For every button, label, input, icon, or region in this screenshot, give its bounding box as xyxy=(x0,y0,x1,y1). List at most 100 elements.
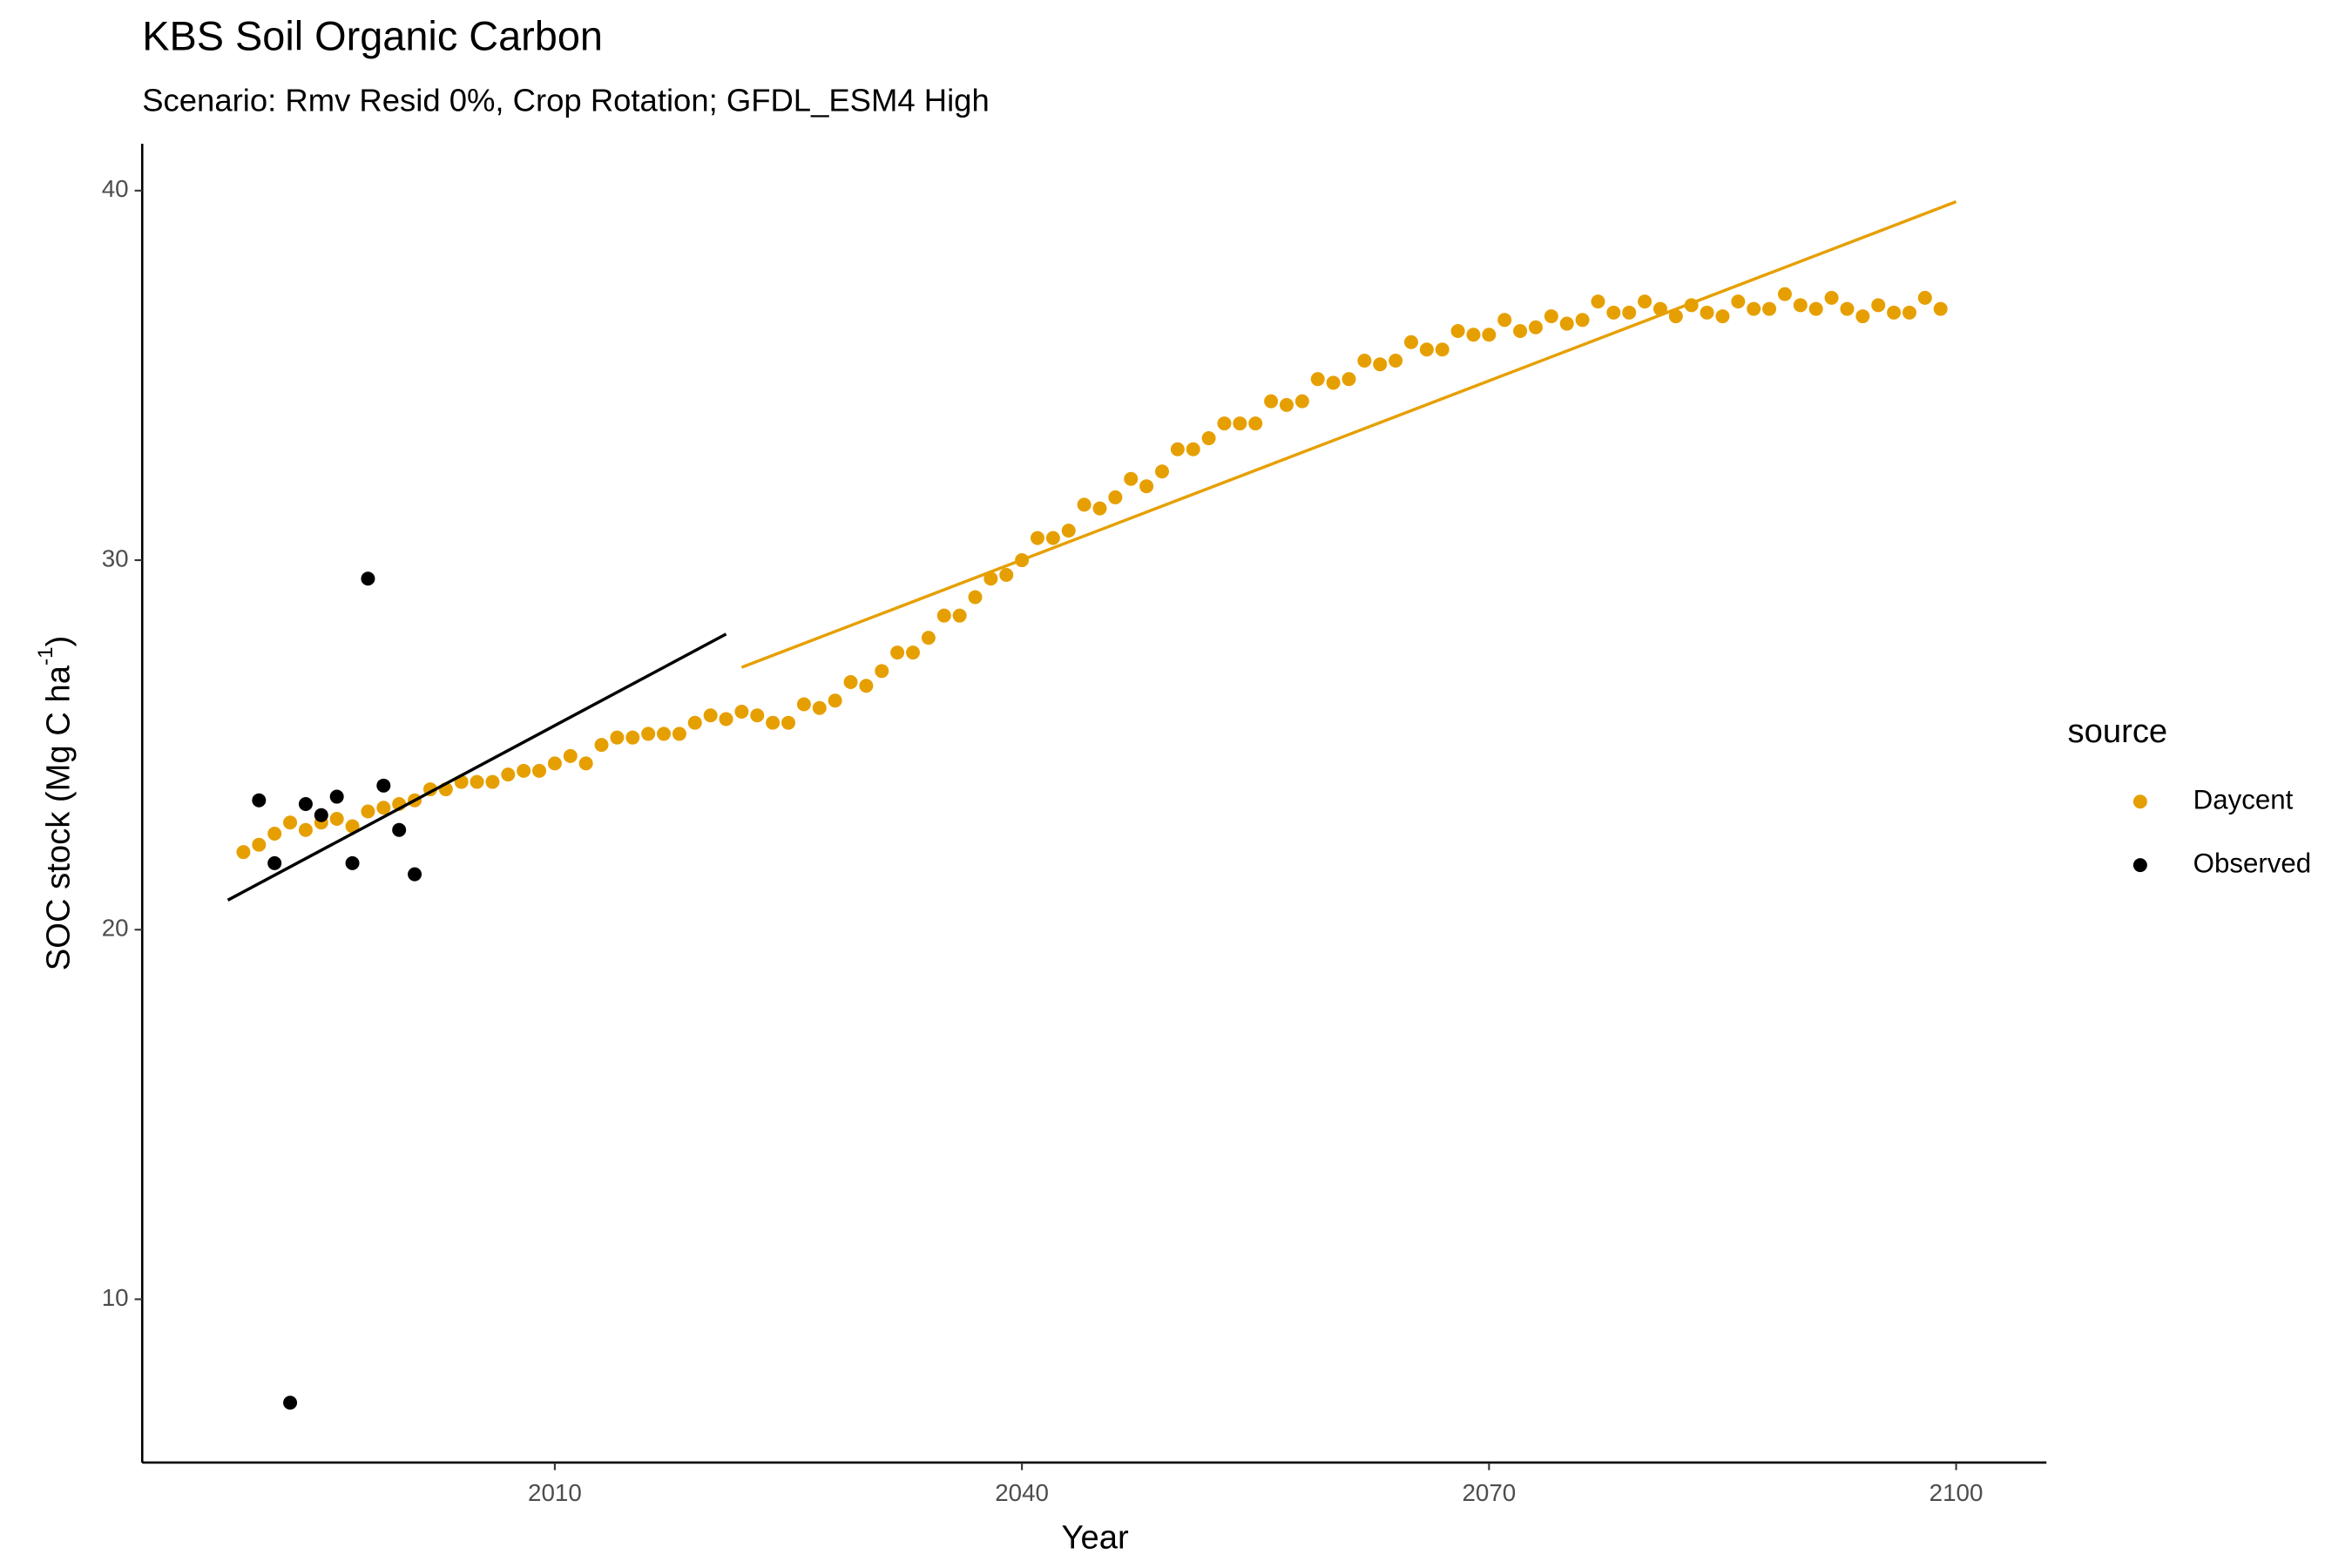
point xyxy=(547,756,562,771)
point xyxy=(1715,309,1730,324)
point xyxy=(1668,309,1683,324)
point xyxy=(1638,294,1652,309)
point xyxy=(1528,320,1543,335)
legend-label: Observed xyxy=(2193,848,2311,878)
x-tick-label: 2070 xyxy=(1462,1479,1516,1506)
point xyxy=(610,730,625,745)
point xyxy=(921,631,936,645)
point xyxy=(1342,372,1356,387)
point xyxy=(952,608,967,623)
point xyxy=(999,568,1014,582)
point xyxy=(1201,431,1216,446)
point xyxy=(781,715,796,730)
point xyxy=(1902,305,1916,320)
point xyxy=(283,815,298,830)
point xyxy=(314,808,328,822)
point xyxy=(392,822,407,837)
point xyxy=(766,715,781,730)
y-axis-title-end: ) xyxy=(40,636,78,647)
point xyxy=(1887,305,1902,320)
point xyxy=(1762,301,1777,316)
chart-title: KBS Soil Organic Carbon xyxy=(142,14,603,59)
point xyxy=(408,867,422,882)
point xyxy=(1731,294,1746,309)
y-tick-label: 20 xyxy=(102,915,129,942)
point xyxy=(687,715,702,730)
point xyxy=(812,700,827,715)
point xyxy=(298,822,313,837)
point xyxy=(532,763,547,778)
point xyxy=(890,645,905,660)
point xyxy=(376,778,391,793)
point xyxy=(1186,442,1200,456)
point xyxy=(1077,497,1092,512)
point xyxy=(703,708,718,723)
y-axis-title-sup: -1 xyxy=(34,646,57,666)
point xyxy=(1403,335,1418,349)
point xyxy=(1389,353,1403,368)
point xyxy=(1559,316,1574,331)
point xyxy=(828,693,842,708)
point xyxy=(563,748,578,763)
point xyxy=(1031,531,1044,545)
point xyxy=(1170,442,1185,456)
point xyxy=(1310,372,1325,387)
point xyxy=(641,727,656,741)
point xyxy=(657,727,672,741)
point xyxy=(1124,471,1139,486)
point xyxy=(1747,301,1761,316)
point xyxy=(329,812,344,826)
point xyxy=(906,645,920,660)
point xyxy=(843,675,858,690)
x-tick-label: 2100 xyxy=(1930,1479,1984,1506)
point xyxy=(1294,394,1309,409)
legend-marker xyxy=(2132,794,2147,809)
point xyxy=(1606,305,1621,320)
point xyxy=(236,845,251,860)
point xyxy=(485,774,500,789)
trend-line xyxy=(226,632,727,902)
point xyxy=(1652,301,1667,316)
point xyxy=(1513,324,1528,339)
point xyxy=(859,679,874,693)
point xyxy=(1357,353,1372,368)
legend-title: source xyxy=(2068,713,2168,750)
point xyxy=(376,801,391,815)
point xyxy=(1684,298,1699,313)
point xyxy=(1917,290,1932,305)
point xyxy=(796,697,811,712)
point xyxy=(267,855,282,870)
point xyxy=(1575,313,1590,328)
point xyxy=(1622,305,1637,320)
point xyxy=(1777,287,1792,301)
point xyxy=(252,793,267,808)
legend-marker xyxy=(2132,858,2147,873)
point xyxy=(1108,490,1123,504)
point xyxy=(252,837,267,852)
point xyxy=(361,571,375,586)
y-tick-label: 10 xyxy=(102,1284,129,1311)
point xyxy=(875,664,889,679)
point xyxy=(298,797,313,812)
point xyxy=(983,571,998,586)
point xyxy=(1466,328,1481,342)
x-tick-label: 2040 xyxy=(995,1479,1049,1506)
y-tick-label: 30 xyxy=(102,544,129,571)
point xyxy=(267,826,282,841)
point xyxy=(1435,342,1450,357)
point xyxy=(1871,298,1886,313)
point xyxy=(1855,309,1870,324)
trend-line xyxy=(740,199,1957,669)
chart-subtitle: Scenario: Rmv Resid 0%, Crop Rotation; G… xyxy=(142,83,989,118)
point xyxy=(1217,416,1232,431)
point xyxy=(1279,397,1294,412)
point xyxy=(578,756,593,771)
point xyxy=(1700,305,1714,320)
point xyxy=(1450,324,1465,339)
point xyxy=(1840,301,1855,316)
point xyxy=(1045,531,1060,545)
point xyxy=(1808,301,1823,316)
point xyxy=(1015,553,1030,568)
